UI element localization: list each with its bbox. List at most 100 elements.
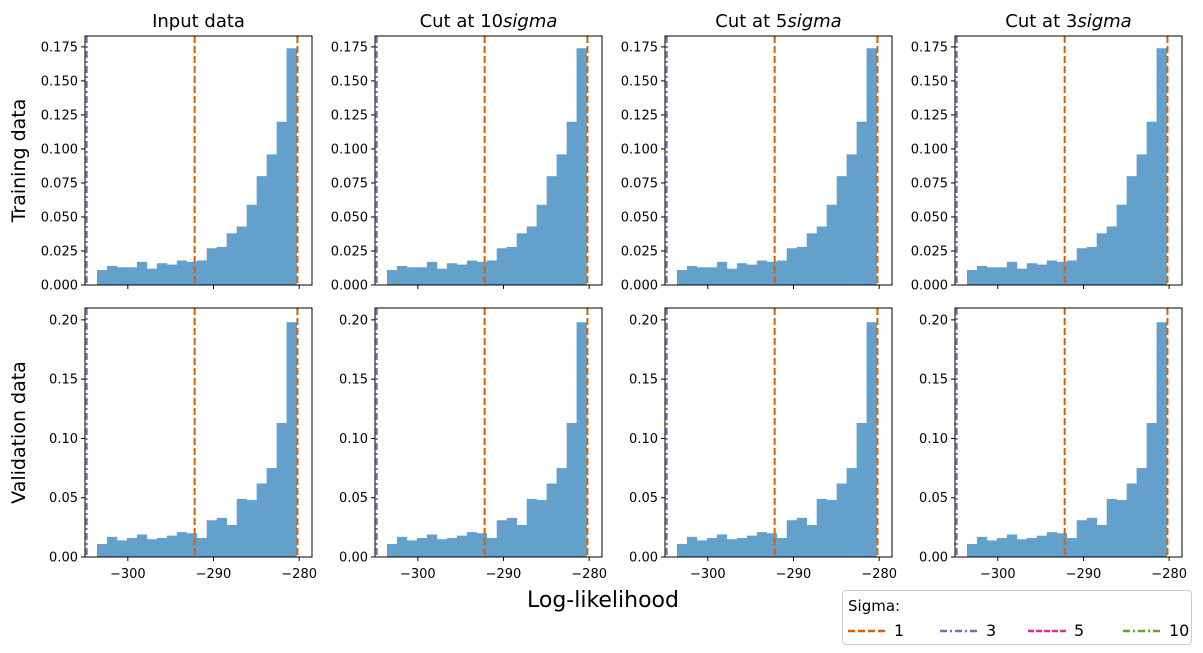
y-tick-label: 0.025 [331, 244, 368, 259]
y-tick-label: 0.175 [41, 40, 78, 55]
histogram-bar [866, 322, 877, 557]
y-tick-label: 0.05 [629, 491, 658, 506]
histogram-bar [706, 538, 718, 557]
histogram-bar [116, 267, 128, 285]
column-title-text: Cut at 10 [420, 11, 503, 32]
panel-r0-c3: 0.000 0.025 0.050 0.075 0.100 0.125 0.150 0.175 [911, 35, 1183, 294]
column-title-3: Cut at 3sigma [1005, 11, 1131, 32]
histogram-bar [676, 543, 688, 557]
histogram-bar [726, 539, 738, 557]
y-tick-label: 0.15 [49, 373, 78, 388]
histogram-bar [116, 540, 128, 557]
histogram-bar [546, 483, 557, 557]
y-tick-label: 0.15 [629, 373, 658, 388]
y-tick-label: 0.15 [339, 373, 368, 388]
y-tick-label: 0.20 [339, 313, 368, 328]
histogram-bar [206, 248, 218, 285]
histogram-bar [1006, 534, 1018, 557]
histogram-bar [486, 260, 498, 285]
histogram-bar [1046, 260, 1058, 285]
legend-title: Sigma: [848, 597, 901, 615]
histogram-bar [476, 533, 488, 557]
histogram-bar [716, 261, 728, 285]
y-tick-label: 0.075 [911, 176, 948, 191]
histogram-bar [966, 543, 978, 557]
column-title-0: Input data [152, 11, 245, 32]
histogram-bar [736, 263, 748, 285]
x-tick-label: −280 [281, 567, 317, 582]
histogram-bar [1116, 500, 1127, 557]
histogram-bar [746, 264, 758, 285]
histogram-bar [726, 268, 738, 285]
histogram-bar [226, 524, 238, 557]
y-tick-label: 0.00 [629, 551, 658, 566]
y-tick-label: 0.175 [911, 40, 948, 55]
y-tick-label: 0.000 [621, 279, 658, 294]
histogram-bar [746, 535, 758, 557]
legend-swatch-1 [848, 629, 888, 633]
column-title-1: Cut at 10sigma [420, 11, 558, 32]
legend-label-1: 1 [894, 621, 905, 640]
histogram-bar [846, 154, 857, 285]
y-tick-label: 0.125 [911, 108, 948, 123]
y-tick-label: 0.10 [629, 432, 658, 447]
y-tick-label: 0.050 [331, 210, 368, 225]
histogram-bar [276, 121, 287, 285]
histogram-bar [966, 270, 978, 285]
axes-frame [664, 35, 893, 286]
y-tick-label: 0.050 [911, 210, 948, 225]
histogram-bar [576, 322, 587, 557]
histogram-bar [426, 534, 438, 557]
histogram-bar [406, 540, 418, 557]
histogram-bar [516, 233, 528, 285]
histogram-bar [1126, 176, 1137, 285]
histogram-bar [476, 261, 488, 285]
legend-swatch-5 [1028, 629, 1068, 633]
column-title-math: sigma [503, 11, 557, 32]
histogram-bar [816, 226, 827, 285]
histogram-bar [996, 267, 1008, 285]
axes-frame [664, 307, 893, 558]
histogram-bar [426, 261, 438, 285]
y-tick-label: 0.05 [49, 491, 78, 506]
histogram-bar [1146, 121, 1157, 285]
histogram-bar [556, 154, 567, 285]
histogram-bar [1016, 268, 1028, 285]
histogram-bar [416, 267, 428, 285]
y-tick-label: 0.150 [41, 74, 78, 89]
histogram-bar [246, 204, 257, 285]
y-tick-label: 0.10 [919, 432, 948, 447]
panel-r1-c2: 0.00 0.05 0.10 0.15 0.20 −300 −290 −280 [629, 307, 897, 582]
y-tick-label: 0.00 [919, 551, 948, 566]
histogram-bar [196, 260, 208, 285]
histogram-bar [96, 270, 108, 285]
y-tick-label: 0.025 [621, 244, 658, 259]
histogram-bar [216, 517, 227, 557]
histogram-bar [676, 270, 688, 285]
histogram-bar [446, 263, 458, 285]
histogram-bar [466, 260, 478, 285]
histogram-bar [986, 267, 998, 285]
histogram-bar [696, 540, 708, 557]
histogram-bar [456, 264, 468, 285]
histogram-bar [456, 535, 468, 557]
histogram-bar [156, 538, 168, 557]
histogram-bar [1066, 260, 1078, 285]
histogram-bar [136, 534, 148, 557]
y-tick-label: 0.125 [41, 108, 78, 123]
panel-r1-c0: 0.00 0.05 0.10 0.15 0.20 −300 −290 −280 [49, 307, 317, 582]
histogram-bar [1016, 539, 1028, 557]
y-tick-label: 0.075 [331, 176, 368, 191]
histogram-bar [1136, 468, 1147, 557]
histogram-bar [976, 536, 988, 557]
axes-frame [374, 35, 603, 286]
histogram-bar [146, 268, 158, 285]
x-tick-label: −300 [690, 567, 726, 582]
row-label-0: Training data [8, 99, 30, 224]
column-title-text: Cut at 5 [715, 11, 787, 32]
histogram-bar [486, 538, 498, 557]
y-tick-label: 0.050 [621, 210, 658, 225]
histogram-bar [846, 468, 857, 557]
row-label-1: Validation data [8, 361, 30, 504]
